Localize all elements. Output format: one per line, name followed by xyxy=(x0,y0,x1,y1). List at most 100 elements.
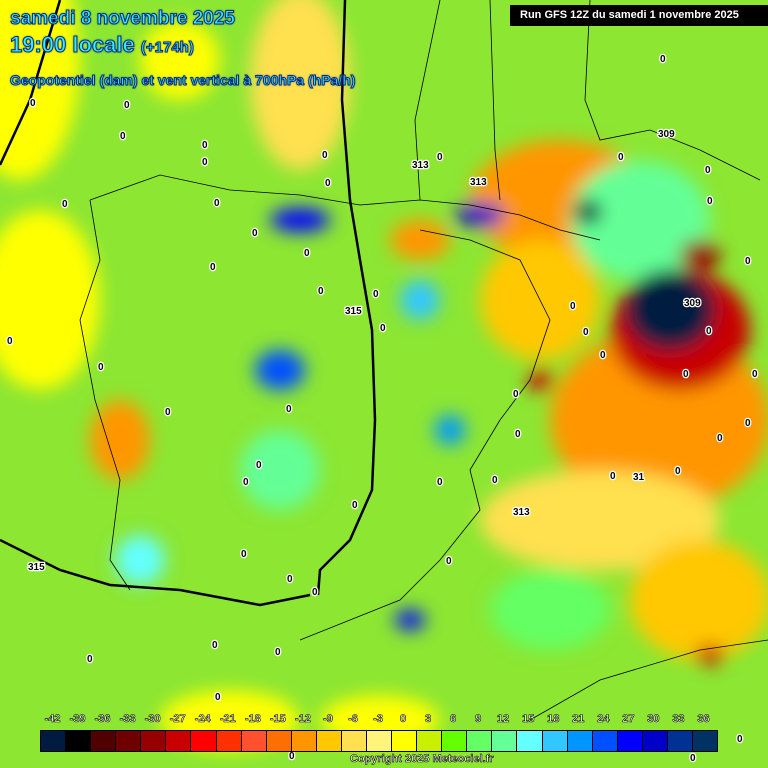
vertical-wind-zero-label: 0 xyxy=(318,286,324,297)
colorbar-swatch xyxy=(41,731,67,751)
colorbar-swatch xyxy=(367,731,393,751)
colorbar-swatch xyxy=(442,731,468,751)
geopotential-label: 313 xyxy=(513,507,530,518)
colorbar-tick: -30 xyxy=(144,713,161,726)
colorbar-tick: 0 xyxy=(399,713,407,726)
vertical-wind-zero-label: 0 xyxy=(256,460,262,471)
colorbar-swatch xyxy=(66,731,92,751)
colorbar-tick: -33 xyxy=(119,713,136,726)
vertical-wind-area xyxy=(490,570,610,650)
colorbar-tick: -18 xyxy=(244,713,262,726)
lead-time: (+174h) xyxy=(140,39,194,57)
colorbar-tick: 3 xyxy=(425,713,432,726)
forecast-time: 19:00 locale (+174h) xyxy=(10,32,195,58)
vertical-wind-zero-label: 0 xyxy=(202,157,208,168)
colorbar-swatch xyxy=(417,731,443,751)
colorbar-swatch xyxy=(291,731,317,751)
vertical-wind-zero-label: 0 xyxy=(304,248,310,259)
vertical-wind-zero-label: 0 xyxy=(380,323,386,334)
colorbar-swatch xyxy=(567,731,593,751)
colorbar-swatch xyxy=(617,731,643,751)
colorbar xyxy=(40,730,718,752)
vertical-wind-zero-label: 0 xyxy=(286,404,292,415)
colorbar-swatch xyxy=(392,731,418,751)
vertical-wind-area xyxy=(625,270,715,350)
copyright: Copyright 2025 Meteociel.fr xyxy=(350,753,494,766)
country-borders xyxy=(79,0,768,721)
vertical-wind-zero-label: 0 xyxy=(707,196,713,207)
colorbar-tick: 24 xyxy=(597,713,610,726)
colorbar-swatch xyxy=(693,731,718,751)
vertical-wind-zero-label: 0 xyxy=(570,301,576,312)
colorbar-swatch xyxy=(642,731,668,751)
vertical-wind-area xyxy=(696,645,724,665)
parameter-title: Geopotentiel (dam) et vent vertical à 70… xyxy=(9,72,356,89)
vertical-wind-zero-label: 0 xyxy=(752,369,758,380)
vertical-wind-zero-label: 0 xyxy=(30,98,36,109)
vertical-wind-zero-label: 0 xyxy=(618,152,624,163)
colorbar-swatch xyxy=(266,731,292,751)
vertical-wind-zero-label: 0 xyxy=(214,198,220,209)
vertical-wind-zero-label: 0 xyxy=(745,256,751,267)
vertical-wind-zero-label: 0 xyxy=(513,389,519,400)
vertical-wind-area xyxy=(270,208,330,232)
vertical-wind-zero-label: 0 xyxy=(212,640,218,651)
vertical-wind-area xyxy=(680,240,720,270)
vertical-wind-area xyxy=(435,415,465,445)
colorbar-swatch xyxy=(241,731,267,751)
vertical-wind-area xyxy=(90,400,150,480)
colorbar-tick: -12 xyxy=(294,713,312,726)
geopotential-label: 309 xyxy=(684,298,701,309)
vertical-wind-zero-label: 0 xyxy=(373,289,379,300)
colorbar-tick: 33 xyxy=(672,713,685,726)
vertical-wind-area xyxy=(574,200,602,224)
vertical-wind-zero-label: 0 xyxy=(610,471,616,482)
colorbar-tick: 9 xyxy=(475,713,482,726)
vertical-wind-zero-label: 0 xyxy=(87,654,93,665)
vertical-wind-zero-label: 0 xyxy=(437,477,443,488)
vertical-wind-area xyxy=(0,0,80,180)
vertical-wind-zero-label: 0 xyxy=(583,327,589,338)
colorbar-swatch xyxy=(116,731,142,751)
vertical-wind-area xyxy=(630,540,768,660)
local-time: 19:00 locale xyxy=(10,32,136,58)
vertical-wind-zero-label: 0 xyxy=(287,574,293,585)
vertical-wind-zero-label: 0 xyxy=(717,433,723,444)
colorbar-tick: -3 xyxy=(373,713,383,726)
vertical-wind-area xyxy=(240,430,320,510)
vertical-wind-zero-label: 0 xyxy=(98,362,104,373)
vertical-wind-zero-label: 0 xyxy=(7,336,13,347)
vertical-wind-zero-label: 0 xyxy=(706,326,712,337)
vertical-wind-zero-label: 0 xyxy=(252,228,258,239)
colorbar-swatch xyxy=(216,731,242,751)
vertical-wind-zero-label: 0 xyxy=(62,199,68,210)
vertical-wind-zero-label: 0 xyxy=(241,549,247,560)
geopotential-label: 31 xyxy=(633,472,645,483)
vertical-wind-area xyxy=(0,210,100,390)
colorbar-tick: 15 xyxy=(522,713,535,726)
vertical-wind-zero-label: 0 xyxy=(515,429,521,440)
geopotential-label: 313 xyxy=(470,177,487,188)
colorbar-swatch xyxy=(517,731,543,751)
vertical-wind-area xyxy=(395,610,425,630)
vertical-wind-area xyxy=(390,220,450,260)
vertical-wind-zero-label: 0 xyxy=(124,100,130,111)
vertical-wind-zero-label: 0 xyxy=(690,753,696,764)
vertical-wind-zero-label: 0 xyxy=(312,587,318,598)
vertical-wind-area xyxy=(250,0,350,170)
colorbar-tick: -21 xyxy=(219,713,237,726)
vertical-wind-area xyxy=(115,535,165,585)
vertical-wind-zero-label: 0 xyxy=(705,165,711,176)
colorbar-tick: -9 xyxy=(323,713,333,726)
colorbar-swatch xyxy=(91,731,117,751)
colorbar-tick: 30 xyxy=(647,713,660,726)
vertical-wind-zero-label: 0 xyxy=(352,500,358,511)
vertical-wind-zero-label: 0 xyxy=(325,178,331,189)
colorbar-tick: 21 xyxy=(572,713,585,726)
vertical-wind-zero-label: 0 xyxy=(600,350,606,361)
vertical-wind-area xyxy=(455,203,505,227)
vertical-wind-zero-label: 0 xyxy=(446,556,452,567)
vertical-wind-zero-label: 0 xyxy=(675,466,681,477)
